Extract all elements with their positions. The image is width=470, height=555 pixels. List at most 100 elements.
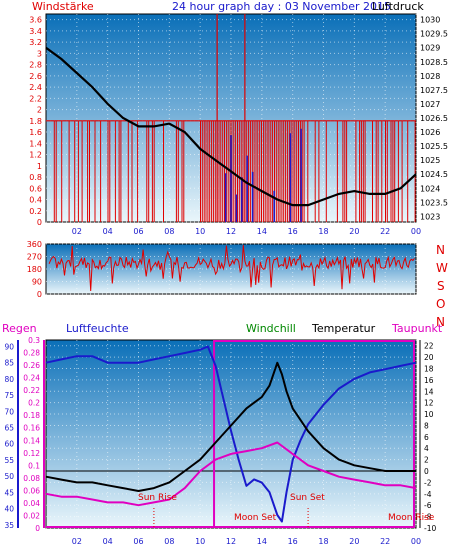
tick-label-windstaerke: 3 bbox=[37, 49, 42, 58]
tick-label-humidity: 40 bbox=[4, 505, 14, 514]
dewpoint-line bbox=[45, 441, 417, 507]
sun-set-annotation: Sun Set bbox=[290, 493, 325, 503]
x-tick-label-p1: 16 bbox=[288, 227, 298, 236]
tick-label-windstaerke: 3.6 bbox=[29, 16, 42, 25]
tick-label-regen: 0 bbox=[35, 524, 40, 533]
tick-label-temperature: 10 bbox=[424, 410, 434, 419]
direction-letter-w: W bbox=[436, 261, 448, 275]
tick-label-luftdruck: 1029 bbox=[420, 44, 440, 53]
tick-label-luftdruck: 1023.5 bbox=[420, 198, 448, 207]
x-tick-label-p3: 06 bbox=[133, 537, 143, 546]
tick-label-direction: 360 bbox=[27, 240, 42, 249]
tick-label-luftdruck: 1026 bbox=[420, 128, 440, 137]
humidity-line bbox=[45, 345, 417, 523]
tick-label-windstaerke: 1.2 bbox=[29, 151, 42, 160]
tick-label-windstaerke: 0.8 bbox=[29, 173, 42, 182]
direction-letter-n-top: N bbox=[436, 243, 445, 257]
tick-label-windstaerke: 1.8 bbox=[29, 117, 42, 126]
x-tick-label-p1: 12 bbox=[226, 227, 236, 236]
moon-set-annotation-2: Moon Rise bbox=[388, 513, 435, 523]
tick-label-temperature: -6 bbox=[424, 501, 432, 510]
x-tick-label-p1: 18 bbox=[318, 227, 328, 236]
tick-label-luftdruck: 1025.5 bbox=[420, 142, 448, 151]
tick-label-luftdruck: 1024 bbox=[420, 184, 440, 193]
moon-set-annotation-1: Moon Set bbox=[234, 513, 277, 523]
tick-label-regen: 0.26 bbox=[23, 361, 40, 370]
tick-label-temperature: 14 bbox=[424, 387, 434, 396]
tick-label-temperature: -4 bbox=[424, 490, 432, 499]
tick-label-windstaerke: 0 bbox=[37, 218, 42, 227]
tick-label-luftdruck: 1029.5 bbox=[420, 30, 448, 39]
tick-label-humidity: 75 bbox=[4, 391, 14, 400]
tick-label-humidity: 45 bbox=[4, 488, 14, 497]
tick-label-temperature: 4 bbox=[424, 444, 429, 453]
x-tick-label-p3: 10 bbox=[195, 537, 205, 546]
regen-label: Regen bbox=[2, 322, 37, 335]
x-tick-label-p3: 08 bbox=[164, 537, 174, 546]
x-tick-label-p3: 02 bbox=[72, 537, 82, 546]
tick-label-windstaerke: 2.8 bbox=[29, 61, 42, 70]
tick-label-regen: 0.16 bbox=[23, 424, 40, 433]
windstaerke-label: Windstärke bbox=[32, 0, 94, 13]
tick-label-regen: 0.04 bbox=[23, 499, 40, 508]
tick-label-temperature: 20 bbox=[424, 353, 434, 362]
tick-label-windstaerke: 2.2 bbox=[29, 94, 42, 103]
tick-label-regen: 0.22 bbox=[23, 386, 40, 395]
x-tick-label-p3: 00 bbox=[411, 537, 421, 546]
tick-label-humidity: 35 bbox=[4, 521, 14, 530]
tick-label-luftdruck: 1028.5 bbox=[420, 58, 448, 67]
direction-letter-o: O bbox=[436, 297, 445, 311]
tick-label-temperature: 18 bbox=[424, 364, 434, 373]
x-tick-label-p3: 12 bbox=[226, 537, 236, 546]
sun-rise-annotation: Sun Rise bbox=[138, 493, 177, 503]
tick-label-regen: 0.24 bbox=[23, 374, 40, 383]
temperature-line bbox=[45, 361, 416, 492]
x-tick-label-p3: 22 bbox=[380, 537, 390, 546]
tick-label-humidity: 80 bbox=[4, 375, 14, 384]
x-tick-label-p1: 22 bbox=[380, 227, 390, 236]
tick-label-luftdruck: 1023 bbox=[420, 212, 440, 221]
tick-label-temperature: 22 bbox=[424, 342, 434, 351]
tick-label-windstaerke: 1 bbox=[37, 162, 42, 171]
x-tick-label-p1: 08 bbox=[164, 227, 174, 236]
tick-label-windstaerke: 2.4 bbox=[29, 83, 42, 92]
data-layer bbox=[17, 14, 421, 528]
temperatur-label: Temperatur bbox=[311, 322, 376, 335]
daylight-box bbox=[213, 340, 415, 528]
x-tick-label-p1: 20 bbox=[349, 227, 359, 236]
tick-label-regen: 0.3 bbox=[28, 336, 40, 345]
x-tick-label-p1: 14 bbox=[257, 227, 267, 236]
tick-label-direction: 0 bbox=[37, 290, 42, 299]
tick-label-temperature: -10 bbox=[424, 524, 436, 533]
tick-label-temperature: 2 bbox=[424, 456, 429, 465]
x-tick-label-p1: 06 bbox=[133, 227, 143, 236]
tick-label-humidity: 60 bbox=[4, 440, 14, 449]
tick-label-regen: 0.08 bbox=[23, 474, 40, 483]
tick-label-luftdruck: 1027 bbox=[420, 100, 440, 109]
tick-label-luftdruck: 1028 bbox=[420, 72, 440, 81]
tick-label-temperature: -8 bbox=[424, 513, 432, 522]
tick-label-temperature: 6 bbox=[424, 433, 429, 442]
tick-label-regen: 0.2 bbox=[28, 399, 40, 408]
taupunkt-label: Taupunkt bbox=[391, 322, 443, 335]
tick-label-humidity: 90 bbox=[4, 342, 14, 351]
tick-label-luftdruck: 1030 bbox=[420, 16, 440, 25]
tick-label-temperature: 12 bbox=[424, 399, 434, 408]
tick-label-windstaerke: 2 bbox=[37, 106, 42, 115]
tick-label-humidity: 85 bbox=[4, 359, 14, 368]
wind-direction-line bbox=[48, 245, 415, 292]
tick-label-regen: 0.18 bbox=[23, 411, 40, 420]
tick-label-windstaerke: 1.6 bbox=[29, 128, 42, 137]
tick-label-windstaerke: 0.2 bbox=[29, 207, 42, 216]
x-tick-label-p3: 16 bbox=[288, 537, 298, 546]
tick-label-temperature: -2 bbox=[424, 478, 432, 487]
tick-label-humidity: 65 bbox=[4, 424, 14, 433]
x-tick-label-p3: 14 bbox=[257, 537, 267, 546]
wind-gust-bars bbox=[224, 128, 302, 222]
x-tick-label-p1: 02 bbox=[72, 227, 82, 236]
x-tick-label-p3: 04 bbox=[103, 537, 113, 546]
tick-label-direction: 90 bbox=[32, 278, 42, 287]
tick-label-direction: 270 bbox=[27, 253, 42, 262]
tick-label-regen: 0.1 bbox=[28, 461, 40, 470]
